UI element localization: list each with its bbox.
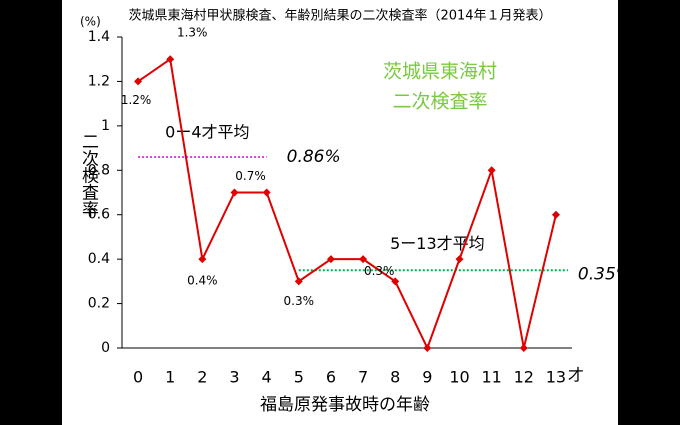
marker [326, 255, 335, 264]
x-tick-label: 2 [197, 368, 207, 387]
y-tick-label: 0.6 [88, 207, 110, 223]
marker [294, 277, 303, 286]
x-tick-label: 6 [326, 368, 336, 387]
data-label: 0.3% [364, 264, 395, 278]
x-tick-label: 10 [449, 368, 469, 387]
marker [198, 255, 207, 264]
data-label: 1.3% [177, 26, 208, 40]
data-line [137, 57, 557, 351]
chart-background [62, 0, 618, 425]
x-tick-label: 8 [390, 368, 400, 387]
x-tick-label: 11 [481, 368, 501, 387]
average-value-label: 0.35% [578, 264, 632, 284]
y-axis-label: 二次検査率 [78, 133, 99, 218]
data-label: 0.4% [187, 274, 218, 288]
x-axis-label: 福島原発事故時の年齢 [260, 395, 430, 415]
marker [134, 77, 143, 86]
y-tick-label: 1.2 [88, 73, 110, 89]
x-unit: 才 [568, 366, 584, 385]
marker [230, 188, 239, 197]
marker [262, 188, 271, 197]
y-tick-label: 1.4 [88, 29, 110, 45]
x-tick-label: 13 [546, 368, 566, 387]
data-label: 0.3% [284, 294, 315, 308]
x-tick-label: 1 [165, 368, 175, 387]
average-label: 0ー4才平均 [165, 122, 249, 141]
x-tick-label: 7 [358, 368, 368, 387]
x-tick-label: 0 [133, 368, 143, 387]
marker [166, 55, 175, 64]
legend-text: 茨城県東海村 [383, 61, 497, 83]
x-tick-label: 9 [422, 368, 432, 387]
average-label: 5ー13才平均 [390, 234, 485, 253]
y-tick-label: 1 [101, 118, 110, 134]
y-tick-label: 0 [101, 340, 110, 356]
marker [519, 344, 528, 352]
legend-text: 二次検査率 [392, 91, 487, 113]
marker [391, 277, 400, 286]
data-label: 1.2% [121, 93, 152, 107]
marker [423, 344, 432, 352]
y-tick-label: 0.4 [88, 251, 110, 267]
chart-title: 茨城県東海村甲状腺検査、年齢別結果の二次検査率（2014年１月発表） [128, 8, 551, 24]
x-tick-label: 3 [229, 368, 239, 387]
x-tick-label: 5 [294, 368, 304, 387]
data-label: 0.7% [235, 169, 266, 183]
average-value-label: 0.86% [287, 147, 341, 167]
x-tick-label: 12 [514, 368, 534, 387]
marker [551, 210, 560, 219]
x-tick-label: 4 [262, 368, 272, 387]
y-tick-label: 0.8 [88, 162, 110, 178]
marker [455, 255, 464, 264]
marker [487, 166, 496, 175]
y-tick-label: 0.2 [88, 296, 110, 312]
y-unit: (%) [80, 15, 101, 29]
marker [359, 255, 368, 264]
